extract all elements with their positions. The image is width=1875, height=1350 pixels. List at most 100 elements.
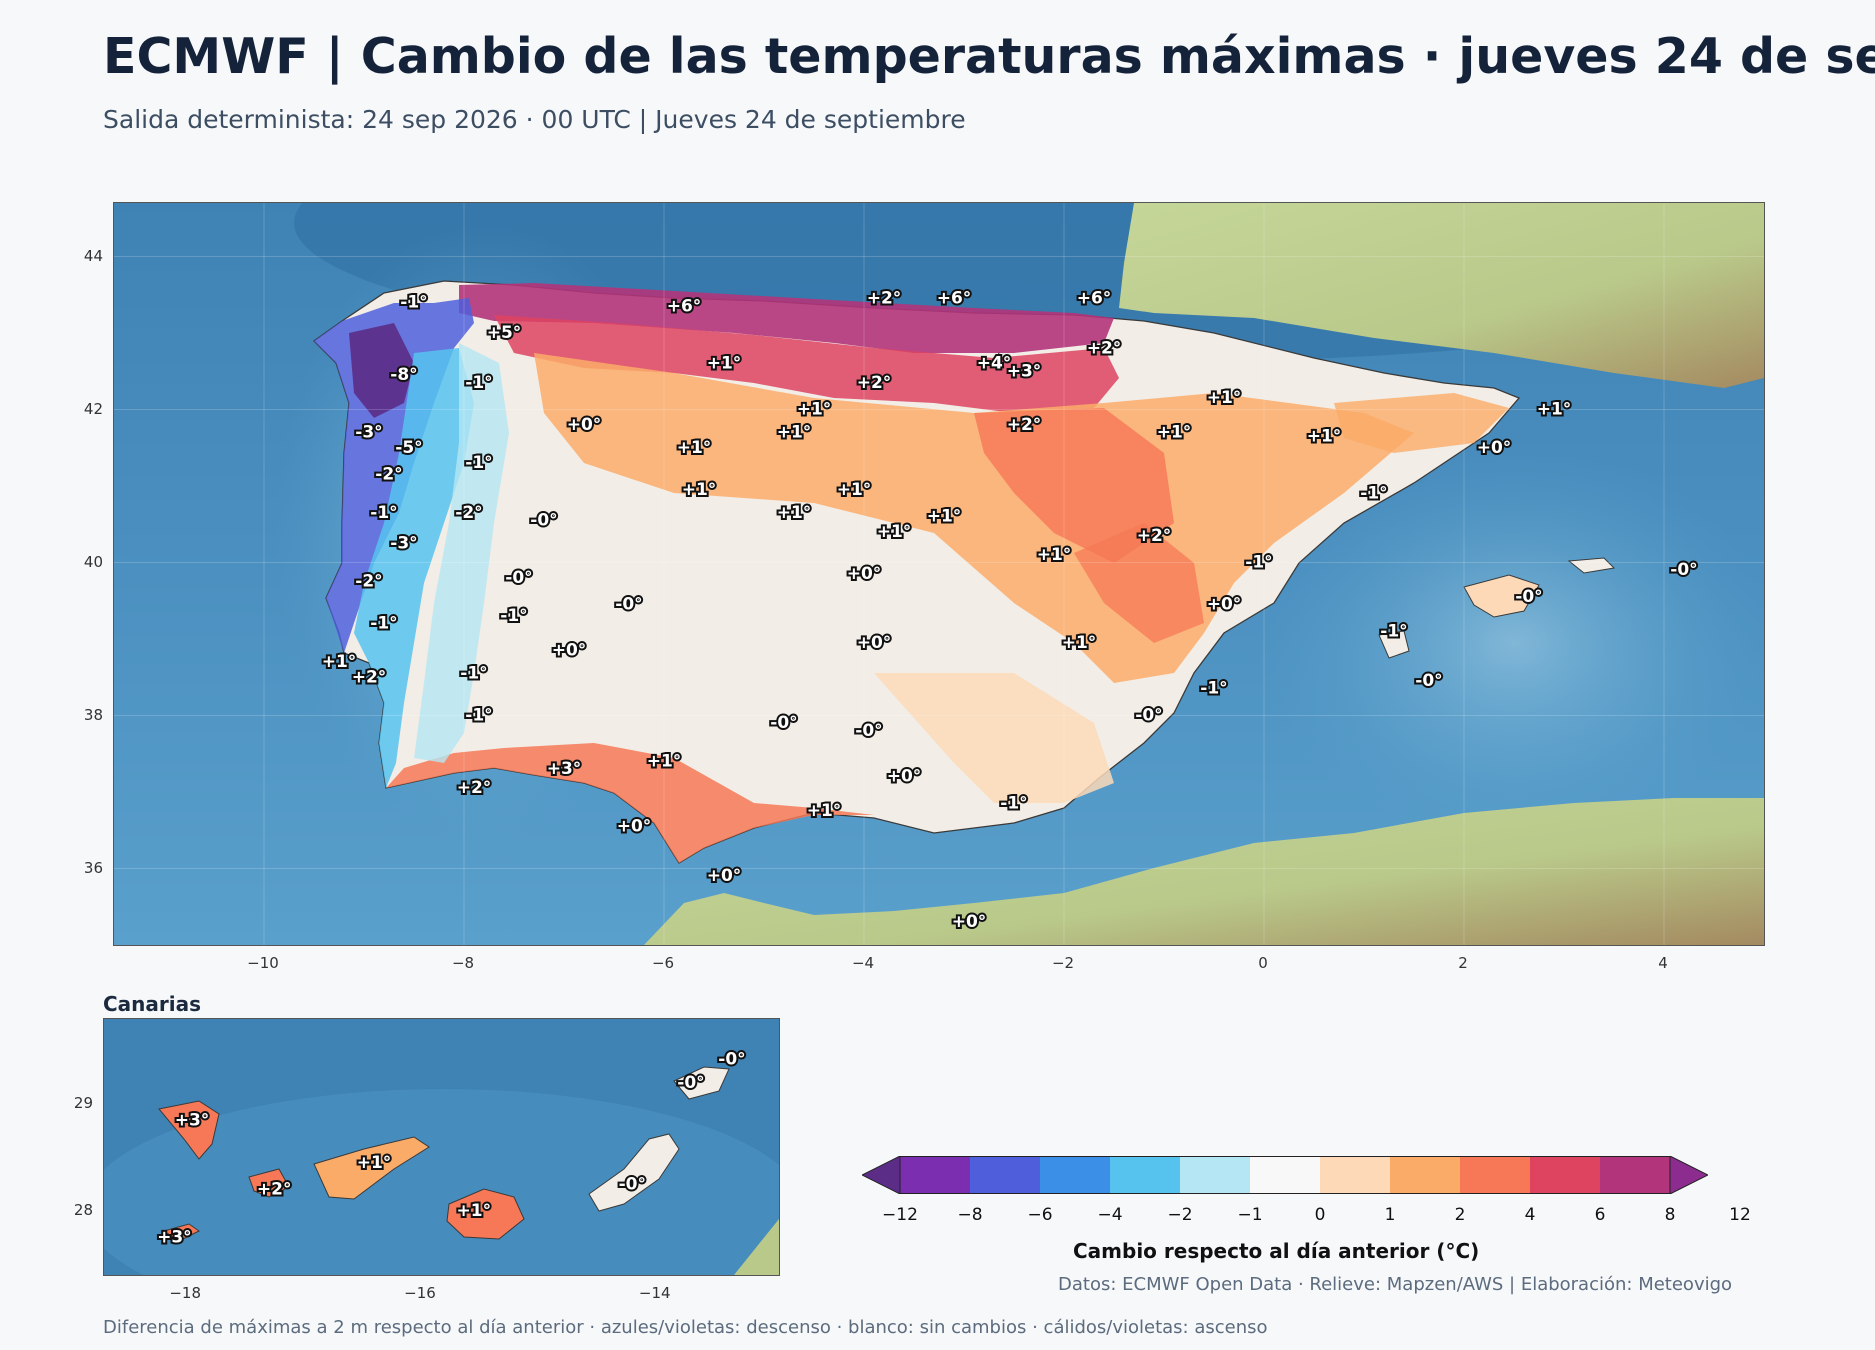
menorca bbox=[1567, 557, 1616, 574]
anomaly-label: -1° bbox=[1000, 794, 1027, 814]
mallorca bbox=[1463, 574, 1540, 618]
gran-canaria bbox=[446, 1188, 525, 1240]
anomaly-label: -0° bbox=[1670, 560, 1697, 580]
anomaly-label: +1° bbox=[357, 1153, 392, 1173]
anomaly-label: +1° bbox=[1207, 388, 1242, 408]
colorbar-segment bbox=[1530, 1156, 1601, 1194]
anomaly-label: -1° bbox=[460, 663, 487, 683]
anomaly-label: +1° bbox=[1062, 633, 1097, 653]
main-map[interactable]: -1° +6° +2° +6° +6° +5° +2° +1° +4° +3° -8° -1° +2° +… bbox=[113, 202, 1765, 946]
colorbar-tick-label: 8 bbox=[1664, 1205, 1676, 1225]
anomaly-label: -0° bbox=[1515, 587, 1542, 607]
anomaly-label: +1° bbox=[457, 1201, 492, 1221]
anomaly-label: +1° bbox=[777, 503, 812, 523]
anomaly-label: -1° bbox=[465, 706, 492, 726]
x-tick-label: −18 bbox=[169, 1284, 201, 1302]
anomaly-label: -0° bbox=[530, 511, 557, 531]
anomaly-southeast bbox=[874, 673, 1114, 803]
anomaly-label: +1° bbox=[1537, 400, 1572, 420]
anomaly-label: -1° bbox=[1360, 484, 1387, 504]
page-subtitle: Salida determinista: 24 sep 2026 · 00 UT… bbox=[103, 105, 966, 134]
colorbar-segment bbox=[900, 1156, 971, 1194]
anomaly-label: +6° bbox=[937, 289, 972, 309]
france-land bbox=[1119, 203, 1764, 388]
colorbar-segment bbox=[1110, 1156, 1181, 1194]
anomaly-label: -1° bbox=[1245, 553, 1272, 573]
anomaly-label: +0° bbox=[1477, 438, 1512, 458]
anomaly-label: -3° bbox=[390, 533, 417, 553]
x-tick-label: 0 bbox=[1258, 954, 1268, 972]
footer-note: Diferencia de máximas a 2 m respecto al … bbox=[103, 1317, 1268, 1338]
anomaly-label: +1° bbox=[1037, 545, 1072, 565]
anomaly-label: +2° bbox=[1007, 415, 1042, 435]
anomaly-label: -1° bbox=[500, 606, 527, 626]
anomaly-label: -0° bbox=[505, 568, 532, 588]
credits: Datos: ECMWF Open Data · Relieve: Mapzen… bbox=[1058, 1274, 1733, 1295]
x-tick-label: 4 bbox=[1658, 954, 1668, 972]
anomaly-label: -1° bbox=[370, 614, 397, 634]
lanzarote bbox=[673, 1066, 730, 1100]
map-gridlines bbox=[114, 203, 1764, 945]
colorbar-tick-label: 2 bbox=[1454, 1205, 1466, 1225]
colorbar-min-extend bbox=[860, 1155, 901, 1195]
colorbar-tick-label: 1 bbox=[1384, 1205, 1396, 1225]
anomaly-label: +1° bbox=[1157, 423, 1192, 443]
y-tick-label: 42 bbox=[83, 399, 103, 418]
anomaly-label: +1° bbox=[837, 480, 872, 500]
colorbar-tick-label: 4 bbox=[1524, 1205, 1536, 1225]
anomaly-label: +1° bbox=[927, 507, 962, 527]
colorbar-segment bbox=[1460, 1156, 1531, 1194]
anomaly-label: -1° bbox=[465, 453, 492, 473]
x-tick-label: −10 bbox=[247, 954, 279, 972]
anomaly-label: -1° bbox=[1380, 621, 1407, 641]
anomaly-label: -0° bbox=[1415, 671, 1442, 691]
colorbar-segment bbox=[1600, 1156, 1671, 1194]
y-tick-label: 44 bbox=[83, 246, 103, 265]
fuerteventura bbox=[588, 1133, 680, 1212]
anomaly-label: +3° bbox=[547, 759, 582, 779]
anomaly-label: -0° bbox=[718, 1050, 745, 1070]
anomaly-label: +0° bbox=[707, 866, 742, 886]
colorbar-segment bbox=[1320, 1156, 1391, 1194]
anomaly-catalonia bbox=[1334, 393, 1509, 453]
x-tick-label: −4 bbox=[851, 954, 875, 972]
ibiza bbox=[1378, 630, 1410, 659]
anomaly-label: -0° bbox=[855, 721, 882, 741]
anomaly-label: -1° bbox=[400, 292, 427, 312]
colorbar-outline bbox=[899, 1156, 1671, 1194]
anomaly-galicia-strong-cold bbox=[349, 323, 414, 418]
anomaly-label: -2° bbox=[375, 465, 402, 485]
anomaly-label: -2° bbox=[455, 503, 482, 523]
anomaly-portugal-cool bbox=[414, 343, 509, 763]
colorbar-tick-label: 12 bbox=[1729, 1205, 1751, 1225]
x-tick-label: −6 bbox=[651, 954, 675, 972]
colorbar-segment bbox=[1250, 1156, 1321, 1194]
anomaly-label: -0° bbox=[677, 1073, 704, 1093]
anomaly-label: +2° bbox=[857, 373, 892, 393]
anomaly-label: +1° bbox=[322, 652, 357, 672]
anomaly-label: -5° bbox=[395, 438, 422, 458]
anomaly-label: -1° bbox=[1200, 679, 1227, 699]
canarias-shelf bbox=[104, 1089, 779, 1275]
x-tick-label: −8 bbox=[451, 954, 475, 972]
colorbar-tick-label: −2 bbox=[1167, 1205, 1193, 1225]
la-palma bbox=[158, 1100, 220, 1160]
canarias-title: Canarias bbox=[103, 992, 202, 1016]
y-tick-label: 36 bbox=[83, 858, 103, 877]
anomaly-label: +6° bbox=[1077, 289, 1112, 309]
colorbar-tick-label: −4 bbox=[1097, 1205, 1123, 1225]
anomaly-north-coast bbox=[459, 283, 1114, 353]
anomaly-cantabrico bbox=[494, 315, 1119, 413]
colorbar-tick-label: −1 bbox=[1237, 1205, 1263, 1225]
anomaly-label: -0° bbox=[615, 595, 642, 615]
colorbar-tick-label: 6 bbox=[1594, 1205, 1606, 1225]
anomaly-label: +2° bbox=[457, 778, 492, 798]
anomaly-labels: -1° +6° +2° +6° +6°+5°+2°+1° +4°+3°-8° -1° +2°+… bbox=[320, 287, 1700, 934]
anomaly-ebro bbox=[974, 408, 1174, 563]
anomaly-label: +6° bbox=[667, 296, 702, 316]
y-tick-label: 28 bbox=[73, 1201, 93, 1219]
colorbar-max-extend bbox=[1669, 1155, 1710, 1195]
colorbar-segment bbox=[1390, 1156, 1461, 1194]
canarias-map[interactable]: +3° +2° +1° +1° -0° -0° -0° +3° bbox=[103, 1018, 780, 1276]
africa-coast bbox=[734, 1219, 779, 1275]
